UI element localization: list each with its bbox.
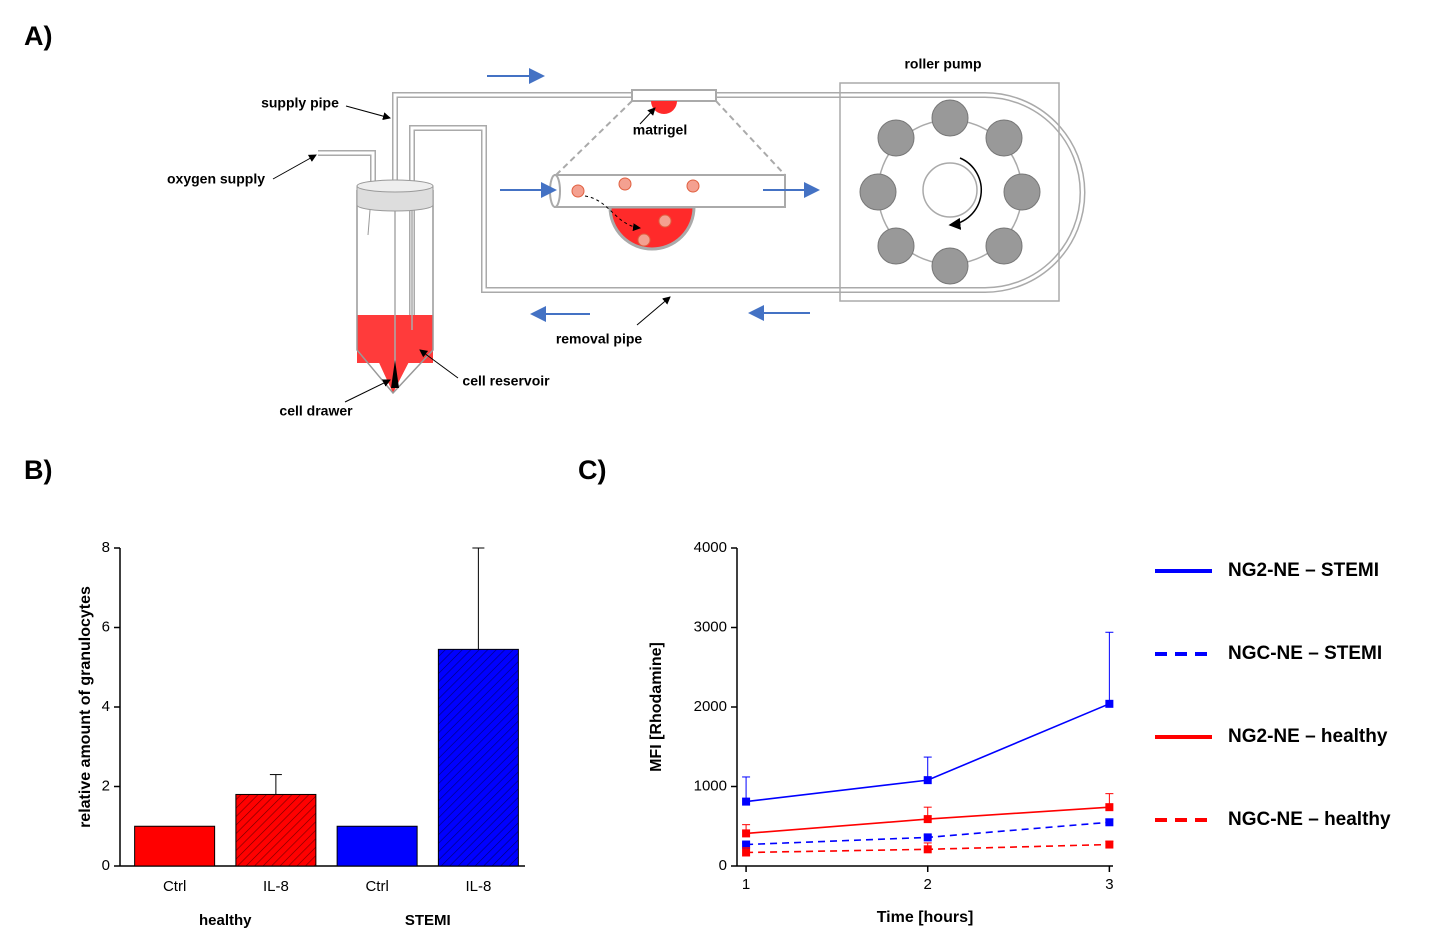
bar: [235, 793, 317, 867]
y-tick-label: 6: [102, 618, 110, 635]
y-tick-label: 0: [719, 857, 727, 874]
marker: [1105, 818, 1114, 827]
y-tick-label: 2: [102, 777, 110, 794]
marker: [923, 833, 932, 842]
diagram-label: cell drawer: [279, 403, 353, 419]
y-axis-label: relative amount of granulocytes: [77, 586, 94, 828]
y-tick-label: 4: [102, 698, 110, 715]
bar: [437, 648, 519, 867]
diagram-label: roller pump: [904, 56, 981, 72]
y-tick-label: 3000: [694, 618, 727, 635]
diagram-label: cell reservoir: [462, 373, 550, 389]
y-tick-label: 1000: [694, 777, 727, 794]
y-tick-label: 0: [102, 857, 110, 874]
panel-label: B): [24, 455, 53, 485]
y-axis-label: MFI [Rhodamine]: [648, 642, 665, 772]
marker: [1105, 840, 1114, 849]
marker: [923, 845, 932, 854]
legend-label: NG2-NE – STEMI: [1228, 560, 1379, 581]
bar: [336, 825, 418, 867]
legend-label: NGC-NE – STEMI: [1228, 643, 1382, 664]
marker: [1105, 803, 1114, 812]
marker: [923, 776, 932, 785]
x-tick-label: IL-8: [263, 878, 289, 895]
marker: [742, 829, 751, 838]
x-tick-label: IL-8: [465, 878, 491, 895]
group-label: STEMI: [405, 912, 451, 929]
x-tick-label: 1: [742, 876, 750, 893]
x-tick-label: Ctrl: [365, 878, 388, 895]
marker: [1105, 699, 1114, 708]
series-line: [745, 703, 1110, 803]
diagram-label: supply pipe: [261, 95, 339, 111]
x-axis-label: Time [hours]: [877, 909, 974, 926]
marker: [742, 840, 751, 849]
marker: [742, 797, 751, 806]
panel-label: C): [578, 455, 607, 485]
diagram: roller pump supply pipe matrigel oxygen …: [167, 56, 1086, 419]
y-tick-label: 8: [102, 539, 110, 556]
x-tick-label: 3: [1105, 876, 1113, 893]
diagram-label: oxygen supply: [167, 171, 265, 187]
x-tick-label: 2: [924, 876, 932, 893]
marker: [742, 848, 751, 857]
legend-label: NG2-NE – healthy: [1228, 726, 1388, 747]
diagram-label: removal pipe: [556, 331, 643, 347]
diagram-label: matrigel: [633, 122, 687, 138]
bar: [134, 825, 216, 867]
legend-label: NGC-NE – healthy: [1228, 809, 1391, 830]
y-tick-label: 2000: [694, 698, 727, 715]
y-tick-label: 4000: [694, 539, 727, 556]
panel-label: A): [24, 21, 53, 51]
x-tick-label: Ctrl: [163, 878, 186, 895]
group-label: healthy: [199, 912, 252, 929]
marker: [923, 815, 932, 824]
